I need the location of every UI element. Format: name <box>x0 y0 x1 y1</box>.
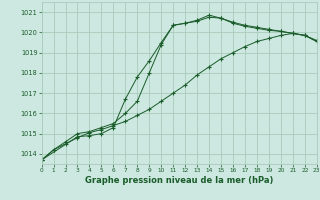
X-axis label: Graphe pression niveau de la mer (hPa): Graphe pression niveau de la mer (hPa) <box>85 176 273 185</box>
